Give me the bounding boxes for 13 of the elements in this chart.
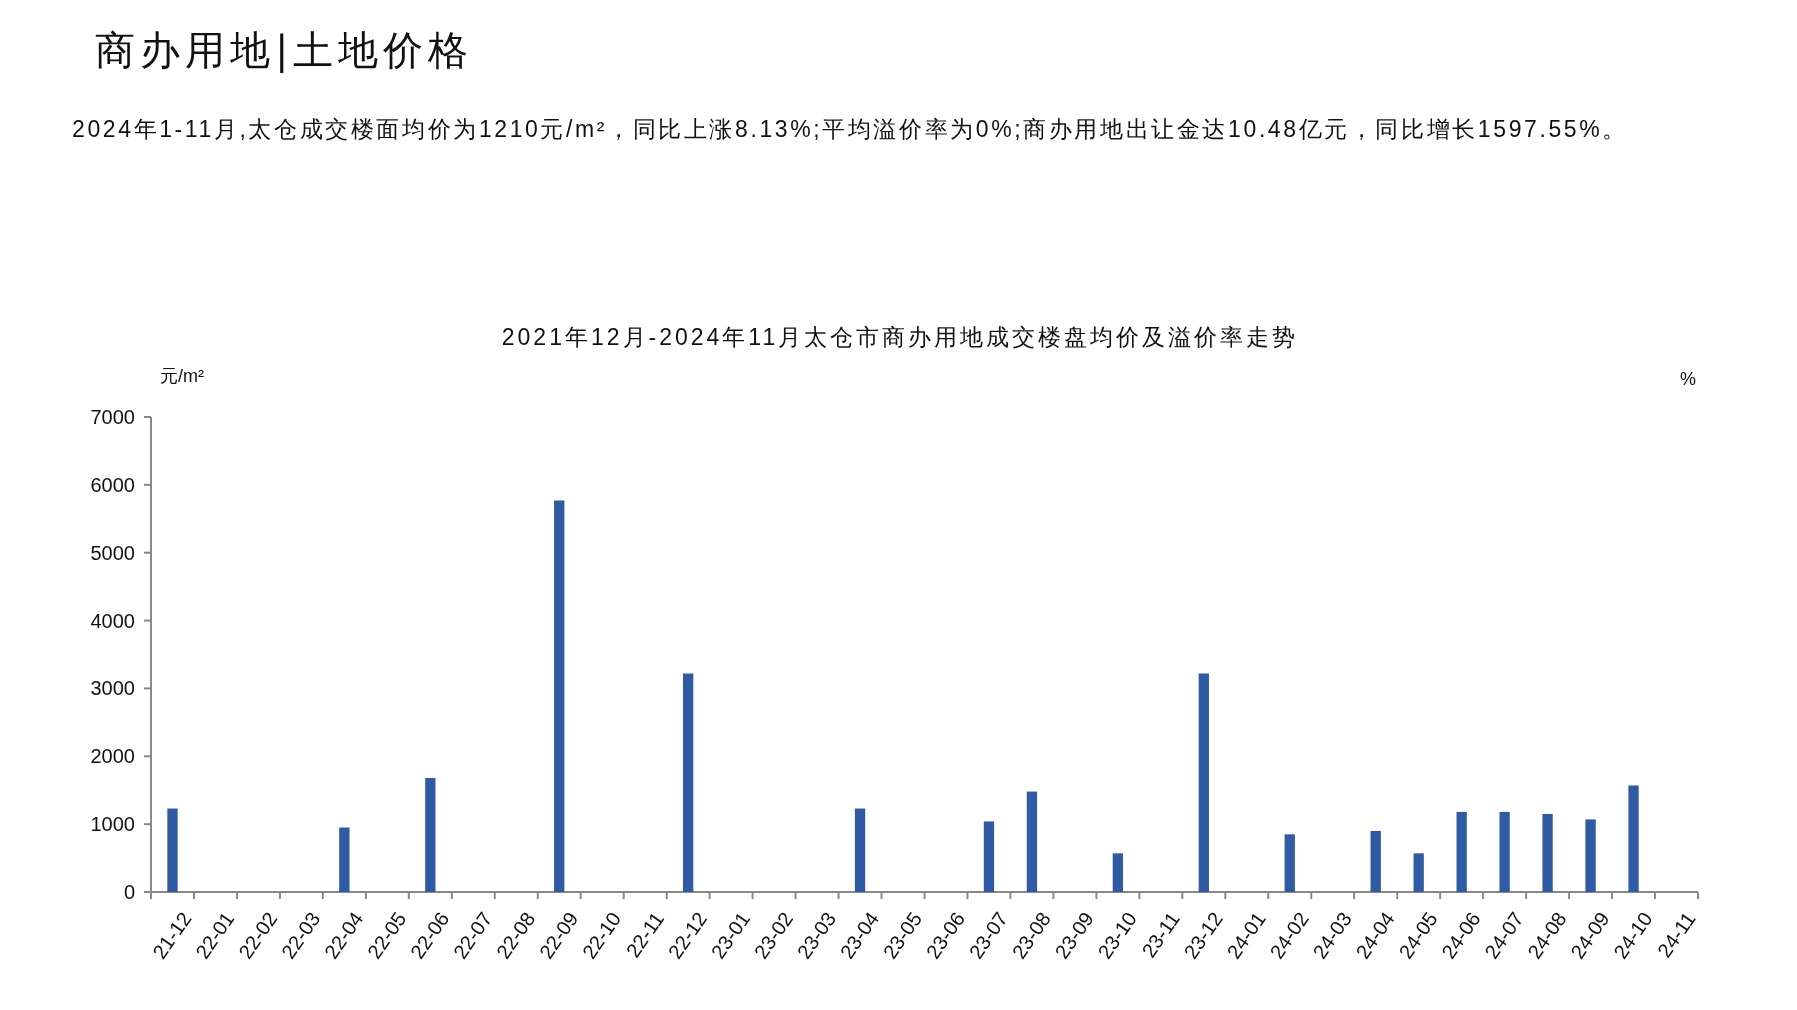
chart-title: 2021年12月-2024年11月太仓市商办用地成交楼盘均价及溢价率走势 [501, 324, 1299, 350]
y-tick-label: 7000 [90, 406, 135, 428]
y-tick-label: 3000 [90, 677, 135, 700]
heading: 商办用地|土地价格 [95, 27, 474, 73]
subtitle: 2024年1-11月,太仓成交楼面均价为1210元/m²，同比上涨8.13%;平均溢价率为0%;商办用地出让金达10.48亿元，同比增长1597.55%。 [72, 116, 1628, 142]
y-tick-label: 1000 [90, 813, 135, 836]
y-tick-label: 4000 [90, 609, 135, 632]
y-tick-label: 0 [123, 881, 135, 903]
ylabel: 元/m² [160, 366, 204, 386]
y-tick-label: 6000 [90, 473, 135, 496]
y-tick-label: 2000 [90, 745, 135, 768]
y-tick-label: 5000 [90, 541, 135, 564]
y2label: % [1680, 369, 1696, 389]
